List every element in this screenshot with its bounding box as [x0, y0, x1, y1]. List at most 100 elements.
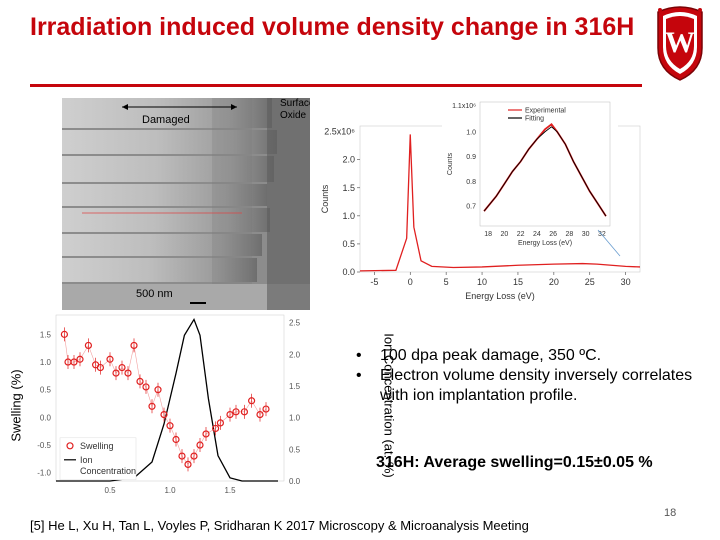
surface-label: Surface — [280, 98, 310, 109]
swelling-data-point — [172, 435, 180, 444]
swelling-chart: 0.5 1.0 1.5 -1.0 -0.5 0.0 0.5 1.0 1.5 0.0 0.5 1.0 1.… — [37, 314, 301, 495]
inset-x-tick-label: 20 — [500, 231, 508, 238]
inset-y-max-label: 1.1x10⁶ — [452, 103, 476, 110]
eels-y-tick-label: 1.5 — [342, 183, 355, 193]
swelling-data-point — [106, 355, 114, 363]
swelling-x-tick-label: 1.5 — [224, 486, 236, 495]
bullet-text: 100 dpa peak damage, 350 ºC. — [380, 347, 602, 364]
inset-x-axis-label: Energy Loss (eV) — [518, 240, 572, 247]
eels-x-tick-label: 0 — [408, 277, 413, 287]
average-swelling-text: 316H: Average swelling=0.15±0.05 % — [376, 454, 653, 471]
swelling-data-point — [142, 383, 150, 391]
eels-x-axis-label: Energy Loss (eV) — [465, 291, 535, 301]
swelling-data-point — [196, 441, 204, 449]
inset-legend-label: Experimental — [525, 108, 566, 115]
swelling-data-point — [130, 341, 138, 350]
swelling-data-point — [184, 460, 192, 468]
swelling-data-point — [84, 341, 93, 350]
swelling-data-point — [216, 419, 224, 427]
swelling-data-point — [232, 408, 240, 416]
reference-citation: [5] He L, Xu H, Tan L, Voyles P, Sridhar… — [30, 518, 529, 533]
inset-x-tick-label: 28 — [565, 231, 573, 238]
swelling-y-left-tick-label: 0.0 — [40, 413, 52, 422]
legend-ion-label-line: Concentration — [80, 466, 136, 476]
swelling-data-point — [262, 405, 270, 413]
inset-y-tick-label: 0.8 — [466, 179, 476, 186]
eels-inset-chart: 18202224262830320.70.80.91.01.1x10⁶Energ… — [442, 98, 621, 258]
bullet-dot: • — [356, 347, 362, 364]
swelling-data-point — [166, 422, 174, 430]
swelling-y-left-tick-label: 0.5 — [40, 386, 52, 395]
swelling-data-point — [212, 424, 220, 433]
legend-ion-label-line: Ion — [80, 455, 93, 465]
swelling-data-point — [202, 430, 210, 438]
inset-legend-label: Fitting — [525, 116, 544, 123]
eels-y-axis-label: Counts — [320, 184, 330, 213]
inset-x-tick-label: 26 — [549, 231, 557, 238]
swelling-data-point — [248, 397, 256, 405]
inset-y-tick-label: 1.0 — [466, 129, 476, 136]
swelling-data-point — [240, 408, 248, 416]
swelling-data-point — [178, 452, 186, 460]
swelling-y-right-tick-label: 0.5 — [289, 445, 301, 454]
university-crest-logo: W — [657, 6, 703, 81]
eels-x-tick-label: 25 — [585, 277, 595, 287]
bullet-item: • Electron volume density inversely corre… — [356, 366, 716, 406]
inset-y-axis-label: Counts — [447, 152, 454, 175]
inset-background — [442, 98, 618, 258]
eels-axes: -5 0 5 10 15 20 25 30 0.0 0.5 1.0 1.5 2.0 2.5x10⁶ Ener… — [320, 125, 641, 301]
oxide-label: Oxide — [280, 110, 307, 121]
tem-micrograph: Damaged Surface Oxide 500 nm — [62, 98, 310, 310]
inset-x-tick-label: 18 — [484, 231, 492, 238]
eels-x-tick-label: 5 — [444, 277, 449, 287]
inset-pointer-arrow — [597, 229, 621, 257]
swelling-axis-label: Swelling (%) — [8, 369, 24, 442]
inset-x-tick-label: 22 — [517, 231, 525, 238]
swelling-y-right-tick-label: 1.0 — [289, 414, 301, 423]
micrograph-image — [62, 98, 310, 310]
scale-bar-label: 500 nm — [136, 288, 173, 300]
swelling-data-point — [60, 330, 69, 338]
bullet-dot: • — [356, 367, 362, 384]
eels-x-tick-label: -5 — [370, 277, 378, 287]
swelling-y-left-tick-label: -0.5 — [37, 441, 51, 450]
legend-swelling-label: Swelling — [80, 441, 114, 451]
page-number: 18 — [664, 507, 677, 519]
eels-spectrum-line — [359, 134, 641, 272]
swelling-data-point — [154, 386, 162, 394]
eels-y-tick-label: 2.0 — [342, 155, 355, 165]
swelling-data-point — [256, 410, 264, 419]
inset-y-tick-label: 0.7 — [466, 204, 476, 211]
swelling-x-tick-label: 0.5 — [104, 486, 116, 495]
swelling-connector-line — [64, 334, 267, 465]
swelling-data-point — [112, 369, 120, 377]
inset-series-line — [483, 126, 607, 217]
swelling-data-point — [136, 377, 144, 386]
swelling-data-point — [160, 410, 168, 419]
bullet-text: Electron volume density inversely correl… — [380, 367, 693, 404]
swelling-y-left-tick-label: 1.0 — [40, 358, 52, 367]
swelling-y-left-tick-label: -1.0 — [37, 469, 51, 478]
swelling-data-point — [124, 369, 132, 377]
swelling-y-right-tick-label: 2.5 — [289, 319, 301, 328]
eels-y-tick-label: 0.0 — [342, 267, 355, 277]
swelling-frame — [55, 314, 285, 482]
swelling-y-right-tick-label: 1.5 — [289, 382, 301, 391]
inset-frame — [479, 101, 611, 227]
swelling-y-left-tick-label: 1.5 — [40, 330, 52, 339]
slide-title: Irradiation induced volume density chang… — [30, 13, 635, 41]
eels-x-tick-label: 10 — [477, 277, 487, 287]
ion-concentration-line — [56, 317, 278, 482]
eels-x-tick-label: 15 — [513, 277, 523, 287]
swelling-y-right-tick-label: 0.0 — [289, 477, 301, 486]
eels-y-tick-label: 1.0 — [342, 211, 355, 221]
swelling-plot: 0.5 1.0 1.5 -1.0 -0.5 0.0 0.5 1.0 1.5 0.0 0.5 1.0 1.… — [37, 314, 301, 495]
eels-x-tick-label: 20 — [549, 277, 559, 287]
eels-y-tick-label: 0.5 — [342, 239, 355, 249]
eels-x-tick-label: 30 — [621, 277, 631, 287]
swelling-x-tick-label: 1.0 — [164, 486, 176, 495]
swelling-data-point — [190, 452, 198, 460]
legend-swelling-marker — [66, 442, 74, 450]
legend-ion-label: Ion Concentration — [80, 455, 136, 476]
swelling-y-right-tick-label: 2.0 — [289, 350, 301, 359]
